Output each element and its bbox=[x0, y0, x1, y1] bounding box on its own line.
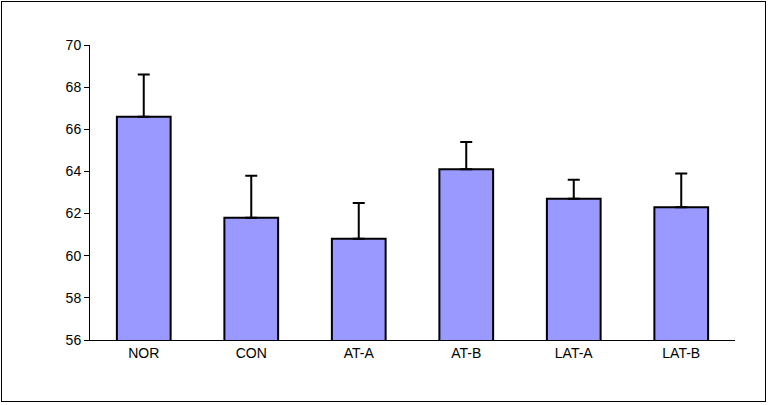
svg-text:AT-A: AT-A bbox=[344, 345, 375, 361]
svg-text:62: 62 bbox=[66, 205, 82, 221]
svg-text:NOR: NOR bbox=[128, 345, 159, 361]
svg-text:56: 56 bbox=[66, 332, 82, 348]
svg-text:LAT-B: LAT-B bbox=[662, 345, 700, 361]
svg-text:68: 68 bbox=[66, 79, 82, 95]
svg-text:60: 60 bbox=[66, 248, 82, 264]
svg-text:66: 66 bbox=[66, 121, 82, 137]
svg-text:AT-B: AT-B bbox=[451, 345, 481, 361]
svg-text:CON: CON bbox=[236, 345, 267, 361]
svg-text:58: 58 bbox=[66, 290, 82, 306]
svg-text:LAT-A: LAT-A bbox=[555, 345, 594, 361]
svg-text:64: 64 bbox=[66, 163, 82, 179]
svg-text:70: 70 bbox=[66, 37, 82, 53]
